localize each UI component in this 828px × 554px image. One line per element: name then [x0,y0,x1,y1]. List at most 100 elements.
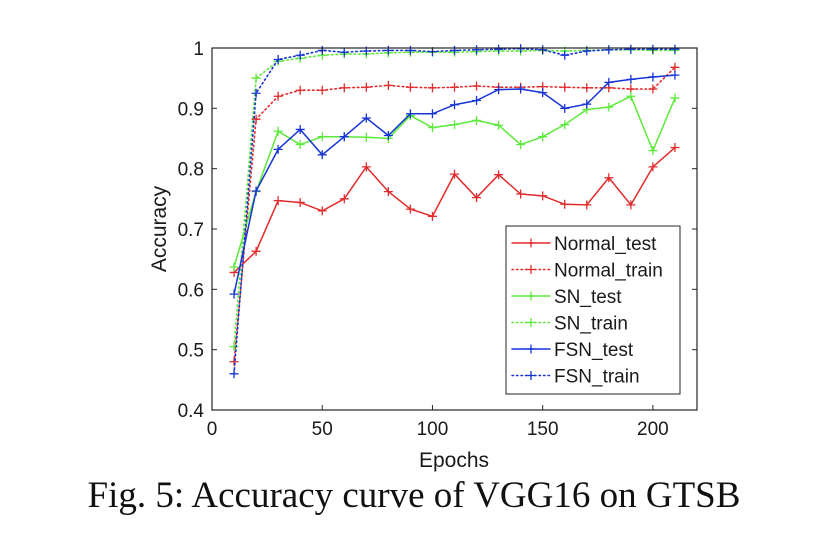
y-tick-label: 0.5 [178,341,204,362]
x-tick-label: 100 [417,419,449,440]
point-normal-train [648,84,658,94]
point-sn-test [538,132,548,142]
legend-marker-fsn-train [526,371,536,380]
point-fsn-test [538,88,548,98]
point-sn-test [472,115,482,125]
point-sn-test [670,93,680,103]
point-fsn-test [626,74,636,84]
point-normal-test [383,187,393,197]
x-axis-label: Epochs [419,449,489,472]
point-normal-test [472,193,482,203]
point-fsn-train [450,45,459,55]
point-fsn-test [494,85,504,95]
point-fsn-test [582,99,592,109]
point-normal-train [273,91,283,101]
point-normal-train [383,80,393,90]
legend-marker-sn-train [526,318,536,327]
point-fsn-train [339,47,349,57]
point-fsn-test [560,103,570,113]
point-normal-test [405,204,415,214]
point-fsn-test [273,144,283,154]
point-normal-train [670,62,680,72]
point-fsn-train [560,50,570,60]
point-fsn-train [494,44,504,54]
legend-marker-normal-train [526,265,536,274]
point-sn-test [361,132,371,142]
point-fsn-train [516,44,526,54]
legend-label-sn-train: SN_train [554,314,628,335]
series-line-normal-train [233,66,676,363]
y-tick-label: 1 [193,39,204,60]
point-sn-test [295,140,305,150]
point-fsn-test [383,130,393,140]
point-fsn-test [604,77,614,87]
y-axis-label: Accuracy [148,185,171,272]
point-normal-train [317,85,327,95]
y-tick-label: 0.7 [178,220,204,241]
point-fsn-train [604,45,614,55]
point-sn-test [516,140,526,150]
point-sn-test [273,126,283,136]
point-fsn-train [251,88,261,98]
point-fsn-train [670,44,680,54]
point-fsn-test [516,84,526,94]
y-tick-label: 0.8 [178,160,204,181]
point-normal-train [339,83,349,93]
point-normal-test [339,194,349,204]
point-normal-test [273,196,283,206]
point-sn-train [251,73,261,83]
point-fsn-test [251,186,261,196]
point-sn-test [317,132,327,142]
point-fsn-test [361,113,371,123]
point-fsn-test [472,95,482,105]
y-tick-label: 0.4 [178,401,205,422]
legend-marker-normal-test [526,238,536,248]
point-normal-train [427,83,437,93]
legend-marker-fsn-test [526,344,536,354]
x-tick-label: 50 [312,419,333,440]
point-normal-test [450,169,459,179]
point-normal-train [405,82,415,92]
point-fsn-test [648,72,658,82]
point-fsn-test [295,124,305,134]
point-normal-test [538,191,548,201]
legend-label-normal-train: Normal_train [554,261,663,282]
point-fsn-test [427,109,437,119]
point-normal-test [494,170,504,180]
point-normal-test [251,246,261,256]
point-fsn-test [405,109,415,119]
legend: Normal_test Normal_train SN_test SN_train FS… [505,225,681,395]
point-fsn-test [450,100,459,110]
point-sn-test [450,120,459,130]
point-normal-test [604,173,614,183]
point-fsn-test [229,289,239,299]
legend-label-fsn-test: FSN_test [554,340,634,361]
point-sn-test [604,102,614,112]
point-normal-test [582,200,592,210]
point-fsn-train [405,45,415,55]
x-tick-label: 200 [637,419,669,440]
point-normal-train [251,114,261,124]
point-sn-test [427,123,437,133]
point-fsn-train [273,54,283,64]
point-fsn-test [317,150,327,160]
point-normal-train [450,82,459,92]
point-sn-test [648,146,658,156]
point-fsn-train [295,50,305,60]
point-normal-train [582,83,592,93]
point-normal-test [648,162,658,172]
x-tick-label: 0 [207,419,218,440]
point-normal-test [626,200,636,210]
point-normal-train [361,82,371,92]
legend-label-normal-test: Normal_test [554,234,657,255]
y-tick-label: 0.6 [178,280,204,301]
point-fsn-train [626,44,636,54]
point-sn-test [229,262,239,272]
figure-caption: Fig. 5: Accuracy curve of VGG16 on GTSB [87,475,741,516]
point-normal-test [361,162,371,172]
point-fsn-test [670,70,680,80]
legend-box [505,225,681,395]
point-normal-test [516,189,526,199]
point-normal-test [317,206,327,216]
legend-marker-sn-test [526,291,536,301]
